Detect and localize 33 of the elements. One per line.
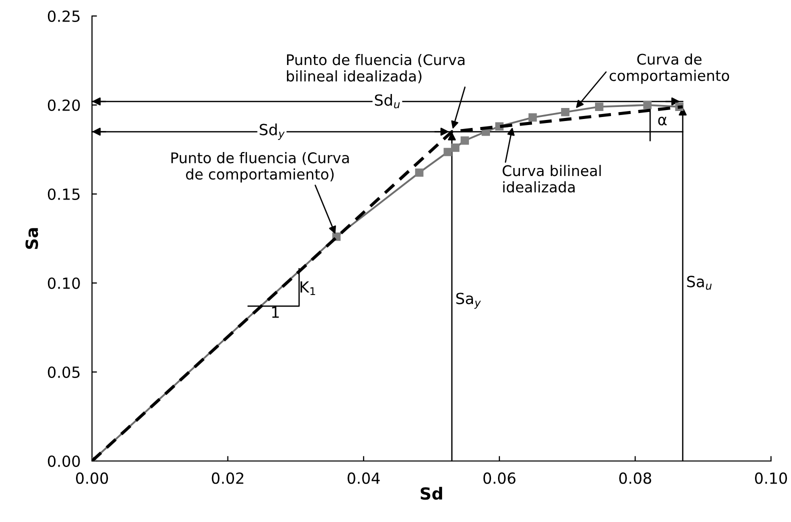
point — [561, 108, 570, 116]
point — [444, 148, 452, 156]
ref-line-label: Sd$_{y}$ — [260, 124, 285, 140]
annotation: α — [658, 116, 667, 126]
y-tick-label: 0.00 — [48, 455, 80, 468]
annotation: K$_{1}$ — [300, 281, 316, 296]
x-axis-title: Sd — [420, 486, 442, 500]
point — [415, 168, 424, 177]
y-tick-label: 0.20 — [48, 99, 80, 112]
y-tick-label: 0.10 — [48, 277, 80, 290]
x-tick-label: 0.02 — [212, 472, 244, 484]
point — [460, 136, 469, 145]
y-tick-label: 0.25 — [48, 10, 80, 22]
point — [595, 102, 604, 111]
annotation: Punto de fluencia (Curva de comportamiento) — [171, 152, 349, 182]
annotation: Sa$_{u}$ — [687, 276, 712, 290]
annotation: Curva de comportamiento — [610, 53, 730, 84]
y-axis-title: Sa — [25, 228, 38, 249]
x-tick-label: 0.10 — [755, 472, 787, 484]
annotation: Punto de fluencia (Curva bilineal idealizada) — [286, 54, 464, 84]
y-tick-label: 0.05 — [48, 366, 80, 378]
ref-line-label: Sd$_{u}$ — [374, 94, 400, 108]
point — [451, 144, 460, 152]
y-tick-label: 0.15 — [48, 188, 80, 200]
x-tick-label: 0.00 — [76, 472, 108, 484]
point — [528, 113, 537, 122]
annotation: Curva bilineal idealizada — [502, 164, 601, 193]
x-tick-label: 0.08 — [619, 472, 652, 484]
annotation: 1 — [272, 306, 279, 318]
annotation: Sa$_{y}$ — [456, 292, 481, 309]
x-tick-label: 0.06 — [483, 472, 516, 484]
point — [643, 100, 652, 110]
x-tick-label: 0.04 — [348, 472, 380, 484]
